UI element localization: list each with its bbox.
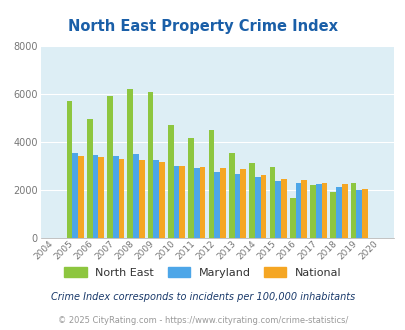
Bar bbox=[214, 172, 220, 238]
Bar bbox=[295, 182, 301, 238]
Legend: North East, Maryland, National: North East, Maryland, National bbox=[60, 263, 345, 282]
Bar bbox=[107, 96, 113, 238]
Bar bbox=[168, 125, 173, 238]
Bar bbox=[98, 157, 104, 238]
Bar bbox=[301, 180, 306, 238]
Bar bbox=[78, 156, 83, 238]
Bar bbox=[139, 160, 144, 238]
Bar bbox=[228, 153, 234, 238]
Bar bbox=[275, 182, 280, 238]
Bar bbox=[87, 119, 92, 238]
Bar bbox=[220, 168, 225, 238]
Text: Crime Index corresponds to incidents per 100,000 inhabitants: Crime Index corresponds to incidents per… bbox=[51, 292, 354, 302]
Text: © 2025 CityRating.com - https://www.cityrating.com/crime-statistics/: © 2025 CityRating.com - https://www.city… bbox=[58, 315, 347, 325]
Bar bbox=[199, 167, 205, 238]
Bar bbox=[269, 167, 275, 238]
Bar bbox=[254, 177, 260, 238]
Bar bbox=[361, 188, 367, 238]
Bar bbox=[309, 185, 315, 238]
Bar bbox=[289, 198, 295, 238]
Bar bbox=[118, 159, 124, 238]
Bar bbox=[208, 130, 214, 238]
Bar bbox=[260, 176, 266, 238]
Bar bbox=[127, 89, 133, 238]
Bar bbox=[194, 168, 199, 238]
Bar bbox=[350, 182, 356, 238]
Bar bbox=[113, 156, 118, 238]
Bar bbox=[240, 169, 245, 238]
Bar bbox=[280, 179, 286, 238]
Bar bbox=[179, 166, 185, 238]
Bar bbox=[159, 162, 164, 238]
Bar bbox=[188, 138, 194, 238]
Bar bbox=[72, 153, 78, 238]
Bar bbox=[133, 154, 139, 238]
Bar bbox=[147, 92, 153, 238]
Bar bbox=[330, 192, 335, 238]
Bar bbox=[356, 190, 361, 238]
Bar bbox=[66, 101, 72, 238]
Bar bbox=[335, 187, 341, 238]
Bar bbox=[92, 155, 98, 238]
Bar bbox=[249, 163, 254, 238]
Bar bbox=[173, 166, 179, 238]
Bar bbox=[341, 184, 347, 238]
Bar bbox=[321, 182, 326, 238]
Bar bbox=[234, 174, 240, 238]
Bar bbox=[153, 160, 159, 238]
Text: North East Property Crime Index: North East Property Crime Index bbox=[68, 19, 337, 34]
Bar bbox=[315, 184, 321, 238]
